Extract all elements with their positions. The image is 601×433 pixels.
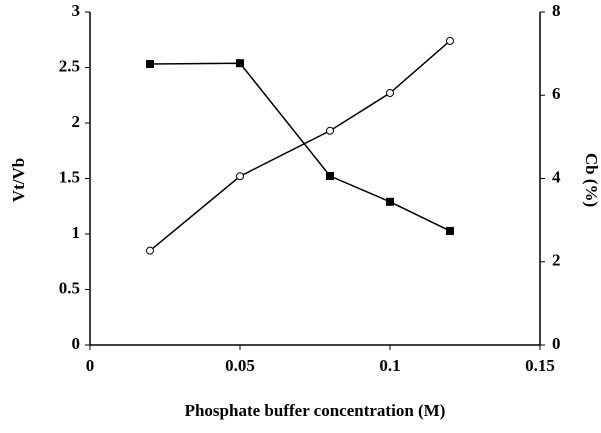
y-tick-label: 0: [72, 334, 81, 353]
point: [386, 89, 394, 98]
y-tick-label: 1.5: [59, 167, 80, 186]
point: [146, 246, 154, 255]
y2-tick-label: 4: [552, 167, 561, 186]
x-tick-label: 0.15: [525, 356, 555, 375]
point: [446, 226, 454, 235]
point: [326, 172, 334, 181]
point: [146, 60, 154, 69]
x-tick-label: 0: [86, 356, 95, 375]
y2-tick-label: 0: [552, 334, 561, 353]
y2-tick-label: 2: [552, 251, 561, 270]
y2-axis-label: Cb (%): [582, 153, 601, 207]
y-tick-label: 2.5: [59, 56, 80, 75]
point: [236, 172, 244, 181]
series-line: [149, 62, 451, 232]
x-tick-label: 0.05: [225, 356, 255, 375]
x-axis-label: Phosphate buffer concentration (M): [185, 401, 446, 420]
y-tick-label: 1: [72, 223, 81, 242]
y-axis-label: Vt/Vb: [9, 158, 28, 202]
y-tick-label: 3: [72, 1, 81, 20]
point: [446, 36, 454, 45]
point: [386, 197, 394, 206]
y2-tick-label: 6: [552, 84, 561, 103]
point: [326, 126, 334, 135]
x-tick-label: 0.1: [379, 356, 400, 375]
y-tick-label: 0.5: [59, 278, 80, 297]
point: [236, 59, 244, 68]
y2-tick-label: 8: [552, 1, 561, 20]
series-line: [149, 40, 451, 252]
y-tick-label: 2: [72, 112, 81, 131]
